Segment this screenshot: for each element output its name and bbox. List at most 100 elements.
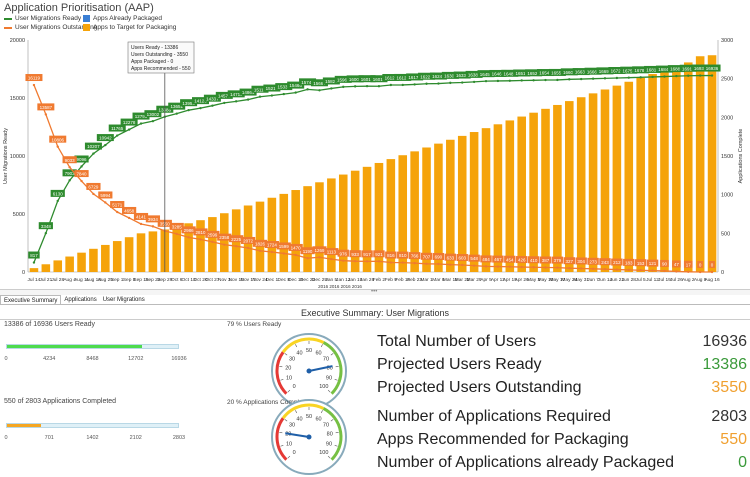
- data-label-box: [38, 222, 53, 230]
- tab-executive-summary[interactable]: Executive Summary: [0, 295, 62, 304]
- data-label: 16783: [634, 68, 647, 73]
- data-label: 243: [601, 260, 609, 265]
- series-point: [663, 75, 666, 78]
- x-tick-label: Apr 5: [480, 277, 492, 283]
- bar-apps-target: [565, 101, 574, 273]
- gauge-zone: [275, 351, 288, 395]
- data-label: 16632: [575, 70, 588, 75]
- stat-label: Number of Applications Required: [377, 408, 611, 425]
- data-label-box: [84, 142, 102, 150]
- data-label-box: [655, 65, 673, 73]
- bar-apps-target: [184, 223, 193, 272]
- data-label: 10806: [51, 137, 64, 142]
- x-tick-label: Aug 4: [63, 277, 76, 283]
- data-label-box: [263, 84, 281, 92]
- data-label: 16936: [706, 66, 719, 71]
- bar-apps-target: [41, 264, 51, 272]
- gauge-tick: [284, 419, 288, 422]
- gauge-zone: [281, 337, 325, 354]
- series-point: [532, 266, 535, 269]
- panel-splitter[interactable]: •••: [0, 289, 750, 295]
- legend-item-apps-target[interactable]: Apps to Target for Packaging: [83, 24, 176, 31]
- bar-apps-target: [434, 143, 443, 272]
- gauge-tick: [330, 419, 334, 422]
- tab-applications[interactable]: Applications: [64, 297, 97, 303]
- x-tick-label: Aug 11: [74, 277, 89, 283]
- splitter-grip-icon[interactable]: •••: [371, 289, 378, 295]
- data-label-box: [418, 72, 436, 80]
- series-point: [330, 87, 333, 90]
- series-point: [663, 269, 666, 273]
- stat-apps-required: Number of Applications Required 2803: [377, 407, 747, 427]
- progress-tick-label: 16936: [171, 356, 187, 362]
- data-label: 3285: [172, 224, 183, 229]
- data-label-box: [74, 170, 89, 178]
- data-label-box: [205, 230, 220, 238]
- x-tick-label: Sep 8: [123, 277, 136, 283]
- tooltip-line: Apps Packaged - 0: [131, 59, 173, 65]
- x-tick-label: May 17: [550, 277, 566, 283]
- progress-tick-label: 8468: [86, 356, 99, 362]
- apps-progress-label: 550 of 2803 Applications Completed: [4, 398, 117, 405]
- bar-apps-target: [208, 217, 217, 272]
- series-point: [116, 210, 119, 214]
- data-label-box: [489, 69, 507, 77]
- data-label-box: [310, 79, 328, 87]
- bar-apps-target: [410, 151, 419, 272]
- x-tick-label: Dec 1: [266, 277, 279, 283]
- data-label-box: [74, 155, 89, 163]
- legend-item-users-outstanding[interactable]: User Migrations Outstanding: [4, 24, 97, 31]
- x-tick-label: Jan 26: [360, 277, 375, 283]
- series-point: [139, 122, 143, 125]
- series-point: [32, 261, 36, 264]
- data-label: 16333: [456, 73, 469, 78]
- legend-item-users-ready[interactable]: User Migrations Ready: [4, 15, 81, 22]
- data-label: 16549: [539, 71, 552, 76]
- gauge-tick: [280, 379, 284, 381]
- series-point: [710, 74, 714, 77]
- series-point: [282, 252, 285, 255]
- apps-progress-bar: [6, 423, 179, 428]
- data-label-box: [370, 75, 388, 83]
- series-point: [199, 106, 202, 110]
- series-point: [282, 92, 285, 96]
- data-label-box: [441, 71, 459, 79]
- gauge-tick-label: 10: [286, 441, 292, 447]
- legend-label: User Migrations Outstanding: [15, 24, 98, 31]
- data-label: 16019: [361, 77, 374, 82]
- series-point: [187, 236, 190, 239]
- x-tick-label: Dec 22: [300, 277, 316, 283]
- data-label-box: [299, 78, 317, 86]
- bar-apps-target: [196, 220, 205, 272]
- series-point: [68, 166, 71, 169]
- x-tick-label: Jun 14: [598, 277, 613, 283]
- y2-tick-label: 2000: [721, 115, 733, 121]
- data-label: 2358: [219, 235, 230, 240]
- x-tick-label: Aug 25: [98, 277, 114, 283]
- data-label-box: [169, 222, 184, 230]
- series-point: [365, 260, 369, 263]
- gauge-tick-label: 60: [315, 350, 321, 356]
- gauge-zone: [322, 407, 343, 461]
- stat-users-outstanding: Projected Users Outstanding 3550: [377, 378, 747, 398]
- data-label: 7840: [77, 172, 88, 177]
- legend-item-apps-packaged[interactable]: Apps Already Packaged: [83, 15, 162, 22]
- stat-value: 550: [720, 431, 747, 448]
- x-tick-label: Mar 15: [443, 277, 458, 283]
- data-label: 1470: [291, 246, 302, 251]
- series-point: [151, 225, 155, 228]
- x-tick-label: Dec 8: [278, 277, 291, 283]
- summary-title: Executive Summary: User Migrations: [0, 306, 750, 320]
- data-label-box: [181, 226, 196, 234]
- bar-apps-target: [255, 201, 265, 272]
- tab-user-migrations[interactable]: User Migrations: [102, 297, 145, 303]
- data-label: 16815: [646, 68, 659, 73]
- data-label-box: [86, 182, 101, 190]
- data-label: 484: [482, 257, 490, 262]
- data-label-box: [539, 256, 552, 264]
- data-label: 5994: [100, 193, 111, 198]
- data-label-box: [492, 255, 504, 263]
- legend-label: User Migrations Ready: [15, 15, 82, 22]
- series-point: [627, 76, 630, 79]
- data-label: 3348: [41, 224, 52, 229]
